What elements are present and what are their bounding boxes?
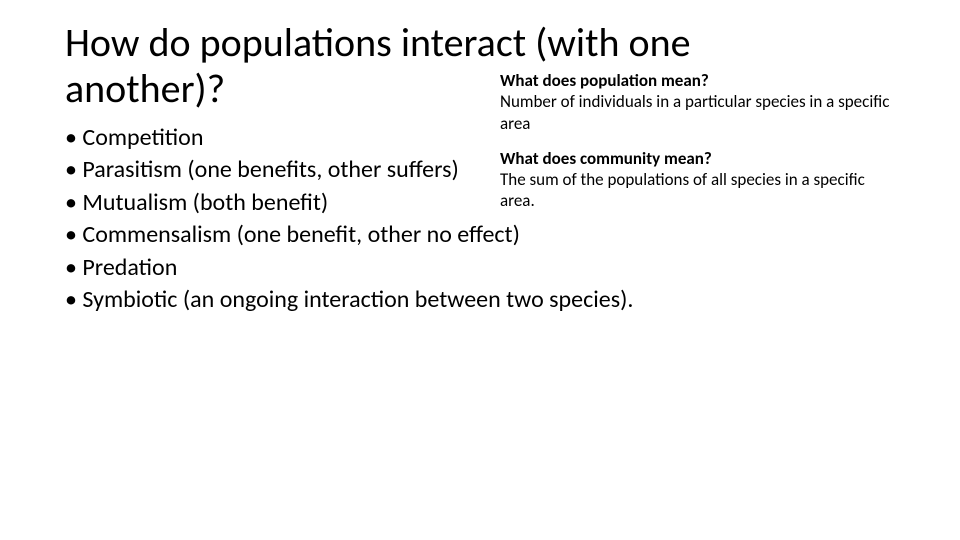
list-item: Competition bbox=[65, 122, 895, 154]
list-item: Commensalism (one benefit, other no effe… bbox=[65, 219, 895, 251]
bullet-list: Competition Parasitism (one benefits, ot… bbox=[65, 122, 895, 316]
list-item: Symbiotic (an ongoing interaction betwee… bbox=[65, 284, 895, 316]
list-item: Mutualism (both benefit) bbox=[65, 187, 895, 219]
list-item: Predation bbox=[65, 252, 895, 284]
q1-post: mean? bbox=[661, 70, 709, 91]
list-item: Parasitism (one benefits, other suffers) bbox=[65, 154, 895, 186]
definition-question-1: What does population mean? bbox=[500, 70, 900, 91]
slide: How do populations interact (with one an… bbox=[0, 0, 960, 540]
q1-pre: What does bbox=[500, 70, 580, 91]
q1-word: population bbox=[580, 70, 661, 91]
body-area: Competition Parasitism (one benefits, ot… bbox=[65, 122, 895, 316]
